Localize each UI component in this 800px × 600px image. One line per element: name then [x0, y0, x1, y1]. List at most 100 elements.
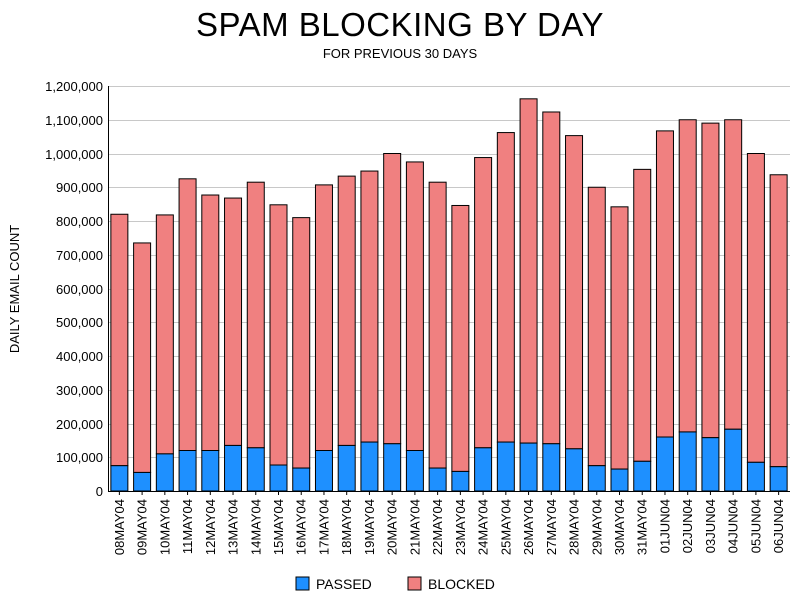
bar-passed [360, 441, 379, 492]
x-tick-label: 21MAY04 [407, 499, 422, 555]
bar-passed [155, 453, 174, 492]
bar-passed [451, 470, 470, 492]
bar-passed [701, 437, 720, 492]
x-tick-label: 09MAY04 [135, 499, 150, 555]
x-tick-label: 20MAY04 [385, 499, 400, 555]
y-tick-label: 400,000 [56, 349, 103, 364]
legend-label-blocked: BLOCKED [428, 576, 495, 592]
y-tick-label: 0 [96, 484, 103, 499]
x-tick-label: 26MAY04 [521, 499, 536, 555]
x-tick-label: 18MAY04 [339, 499, 354, 555]
bar-blocked [337, 175, 356, 446]
bar-blocked [178, 178, 197, 451]
bar-passed [519, 442, 538, 492]
bar-blocked [451, 204, 470, 472]
bar-passed [746, 461, 765, 492]
x-tick-label: 23MAY04 [453, 499, 468, 555]
bar-blocked [292, 217, 311, 469]
x-tick-label: 27MAY04 [544, 499, 559, 555]
y-tick-label: 900,000 [56, 180, 103, 195]
bar-blocked [746, 153, 765, 463]
x-tick-label: 08MAY04 [112, 499, 127, 555]
x-tick-labels: 08MAY04 09MAY04 10MAY04 11MAY04 12MAY04 13MAY… [112, 499, 786, 555]
x-tick-label: 15MAY04 [271, 499, 286, 555]
x-tick-label: 13MAY04 [226, 499, 241, 555]
y-tick-label: 500,000 [56, 315, 103, 330]
y-tick-label: 100,000 [56, 450, 103, 465]
x-tick-label: 06JUN04 [771, 499, 786, 553]
x-tick-label: 11MAY04 [180, 499, 195, 554]
bar-blocked [133, 242, 152, 473]
bar-blocked [565, 135, 584, 450]
y-tick-label: 700,000 [56, 248, 103, 263]
x-tick-label: 17MAY04 [316, 499, 331, 555]
bar-blocked [769, 174, 788, 468]
bar-passed [224, 444, 243, 492]
y-tick-label: 600,000 [56, 282, 103, 297]
axes [108, 86, 790, 492]
x-tick-label: 12MAY04 [203, 499, 218, 555]
bar-passed [496, 441, 515, 492]
bar-passed [201, 450, 220, 492]
x-tick-label: 02JUN04 [680, 499, 695, 553]
bar-blocked [110, 213, 129, 467]
bar-blocked [201, 194, 220, 451]
x-tick-label: 04JUN04 [726, 499, 741, 553]
bar-passed [405, 450, 424, 492]
legend-swatch-blocked [407, 576, 422, 591]
bar-blocked [246, 181, 265, 449]
bar-passed [246, 447, 265, 492]
y-tick-label: 200,000 [56, 417, 103, 432]
bar-passed [542, 443, 561, 492]
bar-blocked [224, 197, 243, 446]
x-tick-label: 14MAY04 [248, 499, 263, 555]
bar-passed [314, 450, 333, 492]
x-tick-label: 28MAY04 [567, 499, 582, 555]
bar-blocked [383, 153, 402, 445]
bar-passed [724, 428, 743, 492]
x-tick-label: 30MAY04 [612, 499, 627, 555]
y-tick-labels: 0 100,000 200,000 300,000 400,000 500,000 600,… [45, 79, 103, 499]
bar-blocked [678, 119, 697, 433]
bar-blocked [633, 168, 652, 462]
x-tick-label: 25MAY04 [498, 499, 513, 555]
bar-blocked [474, 157, 493, 449]
x-tick-label: 29MAY04 [589, 499, 604, 555]
bar-passed [383, 443, 402, 492]
x-tick-label: 31MAY04 [635, 499, 650, 555]
bar-blocked [405, 161, 424, 451]
grid-lines [108, 86, 790, 458]
bar-passed [587, 465, 606, 492]
bar-blocked [155, 214, 174, 455]
chart-subtitle: FOR PREVIOUS 30 DAYS [322, 46, 478, 61]
bar-blocked [701, 122, 720, 439]
y-tick-label: 1,100,000 [45, 113, 103, 128]
bar-blocked [587, 186, 606, 467]
bar-passed [337, 444, 356, 492]
bar-passed [769, 466, 788, 492]
bar-blocked [519, 98, 538, 444]
x-tick-label: 01JUN04 [657, 499, 672, 553]
bar-passed [178, 450, 197, 492]
bar-passed [610, 468, 629, 492]
bar-passed [269, 464, 288, 492]
bar-blocked [428, 181, 447, 469]
bar-blocked [610, 206, 629, 470]
bar-passed [655, 436, 674, 492]
legend-label-passed: PASSED [316, 576, 372, 592]
y-axis-title: DAILY EMAIL COUNT [7, 225, 22, 353]
bars [110, 98, 788, 495]
bar-passed [565, 448, 584, 492]
bar-passed [428, 467, 447, 492]
bar-passed [678, 431, 697, 492]
bar-blocked [314, 184, 333, 451]
legend: PASSED BLOCKED [295, 576, 495, 592]
bar-blocked [542, 111, 561, 445]
x-tick-label: 10MAY04 [157, 499, 172, 555]
x-tick-label: 24MAY04 [476, 499, 491, 555]
bar-blocked [655, 130, 674, 438]
y-tick-label: 1,000,000 [45, 147, 103, 162]
bar-blocked [360, 170, 379, 443]
chart-title: SPAM BLOCKING BY DAY [196, 6, 604, 43]
